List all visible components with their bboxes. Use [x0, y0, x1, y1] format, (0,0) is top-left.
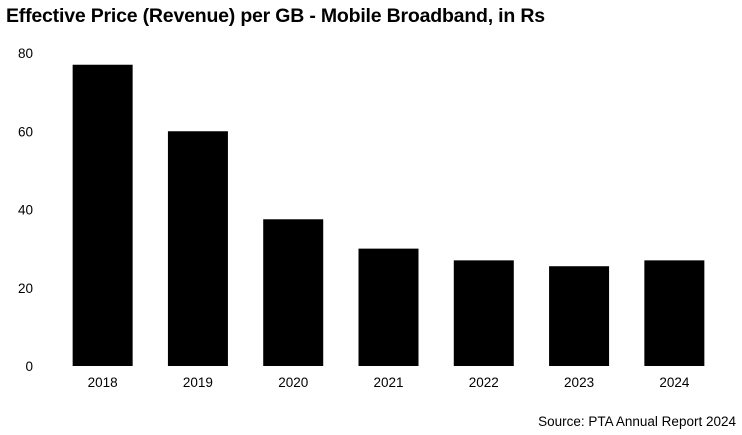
x-tick-label-2019: 2019 — [183, 375, 213, 390]
y-tick-label: 80 — [18, 46, 33, 61]
source-note: Source: PTA Annual Report 2024 — [538, 414, 736, 429]
bar-2023 — [549, 266, 610, 366]
y-tick-label: 60 — [18, 124, 33, 139]
x-tick-label-2018: 2018 — [88, 375, 118, 390]
y-tick-label: 0 — [25, 359, 33, 374]
bar-2020 — [263, 219, 324, 366]
bar-2021 — [358, 248, 419, 366]
y-tick-label: 40 — [18, 203, 33, 218]
bar-2018 — [72, 64, 133, 367]
x-tick-label-2020: 2020 — [278, 375, 308, 390]
bar-2022 — [453, 260, 514, 366]
x-tick-label-2023: 2023 — [564, 375, 594, 390]
chart-title: Effective Price (Revenue) per GB - Mobil… — [6, 5, 545, 27]
x-tick-label-2022: 2022 — [469, 375, 499, 390]
x-tick-label-2021: 2021 — [373, 375, 403, 390]
bar-2024 — [644, 260, 705, 366]
x-tick-label-2024: 2024 — [659, 375, 690, 390]
bar-2019 — [167, 131, 228, 366]
y-tick-label: 20 — [18, 281, 33, 296]
